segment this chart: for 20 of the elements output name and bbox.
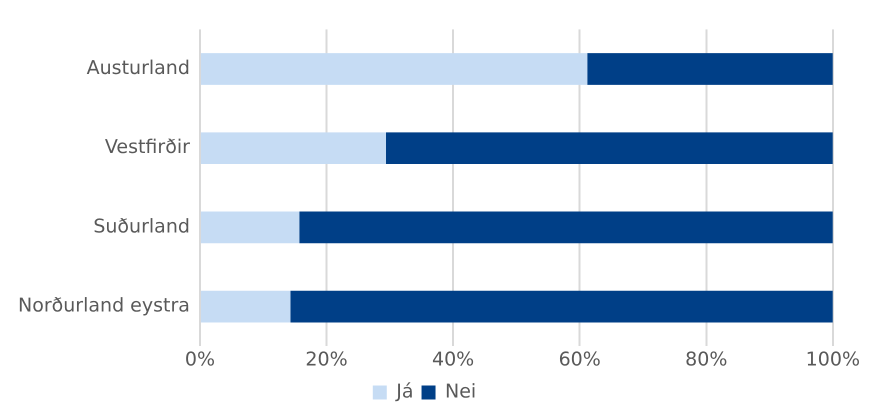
- bar: [200, 53, 588, 85]
- y-tick-label: Suðurland: [93, 215, 190, 238]
- bar: [290, 290, 833, 322]
- bar: [200, 132, 386, 164]
- x-tick-label: 40%: [432, 348, 474, 371]
- bar: [587, 53, 833, 85]
- y-tick-label: Norðurland eystra: [18, 294, 190, 317]
- legend-label: Já: [395, 380, 414, 402]
- bar: [299, 212, 833, 244]
- x-tick-label: 0%: [184, 348, 216, 371]
- x-tick-label: 100%: [806, 348, 860, 371]
- x-tick-label: 60%: [558, 348, 601, 371]
- bar: [386, 132, 833, 164]
- y-tick-label: Austurland: [86, 56, 190, 79]
- x-tick-label: 80%: [685, 348, 728, 371]
- bar: [200, 290, 290, 322]
- x-tick-label: 20%: [305, 348, 348, 371]
- y-tick-label: Vestfirðir: [104, 136, 190, 158]
- legend-label: Nei: [445, 380, 476, 402]
- bar: [200, 212, 300, 244]
